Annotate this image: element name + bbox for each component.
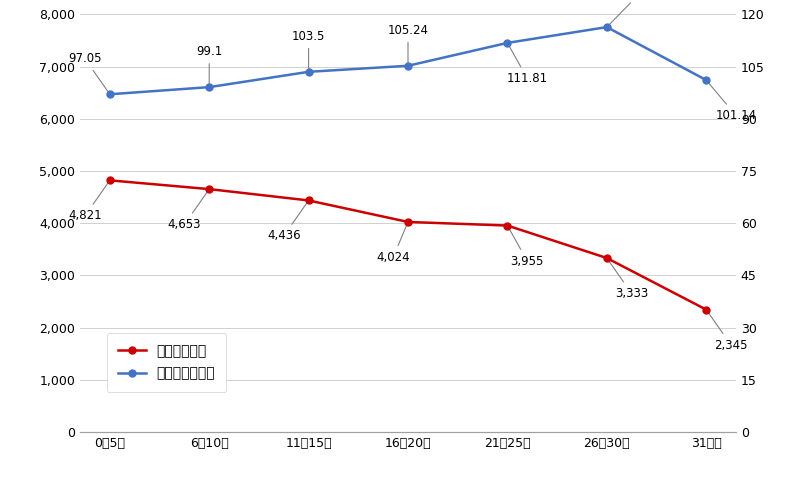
Line: 価格（万円）: 価格（万円） xyxy=(106,177,710,313)
㎡単価（万円） xyxy=(702,77,711,83)
㎡単価（万円） xyxy=(304,69,314,75)
Text: 3,955: 3,955 xyxy=(509,228,544,267)
Text: 116.35: 116.35 xyxy=(609,0,662,25)
Text: 97.05: 97.05 xyxy=(68,52,108,92)
Text: 101.14: 101.14 xyxy=(708,82,757,122)
㎡単価（万円） xyxy=(205,84,214,90)
Text: 105.24: 105.24 xyxy=(387,24,429,63)
㎡単価（万円） xyxy=(602,24,611,30)
Legend: 価格（万円）, ㎡単価（万円）: 価格（万円）, ㎡単価（万円） xyxy=(106,333,226,392)
Text: 4,436: 4,436 xyxy=(267,203,307,242)
価格（万円） xyxy=(602,255,611,261)
価格（万円） xyxy=(403,219,413,225)
価格（万円） xyxy=(105,178,114,183)
Text: 99.1: 99.1 xyxy=(196,45,222,84)
㎡単価（万円） xyxy=(105,91,114,97)
Text: 111.81: 111.81 xyxy=(506,45,548,85)
Text: 4,821: 4,821 xyxy=(68,182,108,222)
Text: 4,653: 4,653 xyxy=(168,192,208,231)
Text: 4,024: 4,024 xyxy=(376,225,410,264)
Text: 3,333: 3,333 xyxy=(608,260,648,300)
Line: ㎡単価（万円）: ㎡単価（万円） xyxy=(106,24,710,98)
Text: 103.5: 103.5 xyxy=(292,30,326,69)
価格（万円） xyxy=(702,307,711,312)
価格（万円） xyxy=(304,198,314,204)
㎡単価（万円） xyxy=(403,63,413,69)
Text: 2,345: 2,345 xyxy=(708,312,748,351)
㎡単価（万円） xyxy=(502,40,512,46)
価格（万円） xyxy=(205,186,214,192)
価格（万円） xyxy=(502,223,512,228)
